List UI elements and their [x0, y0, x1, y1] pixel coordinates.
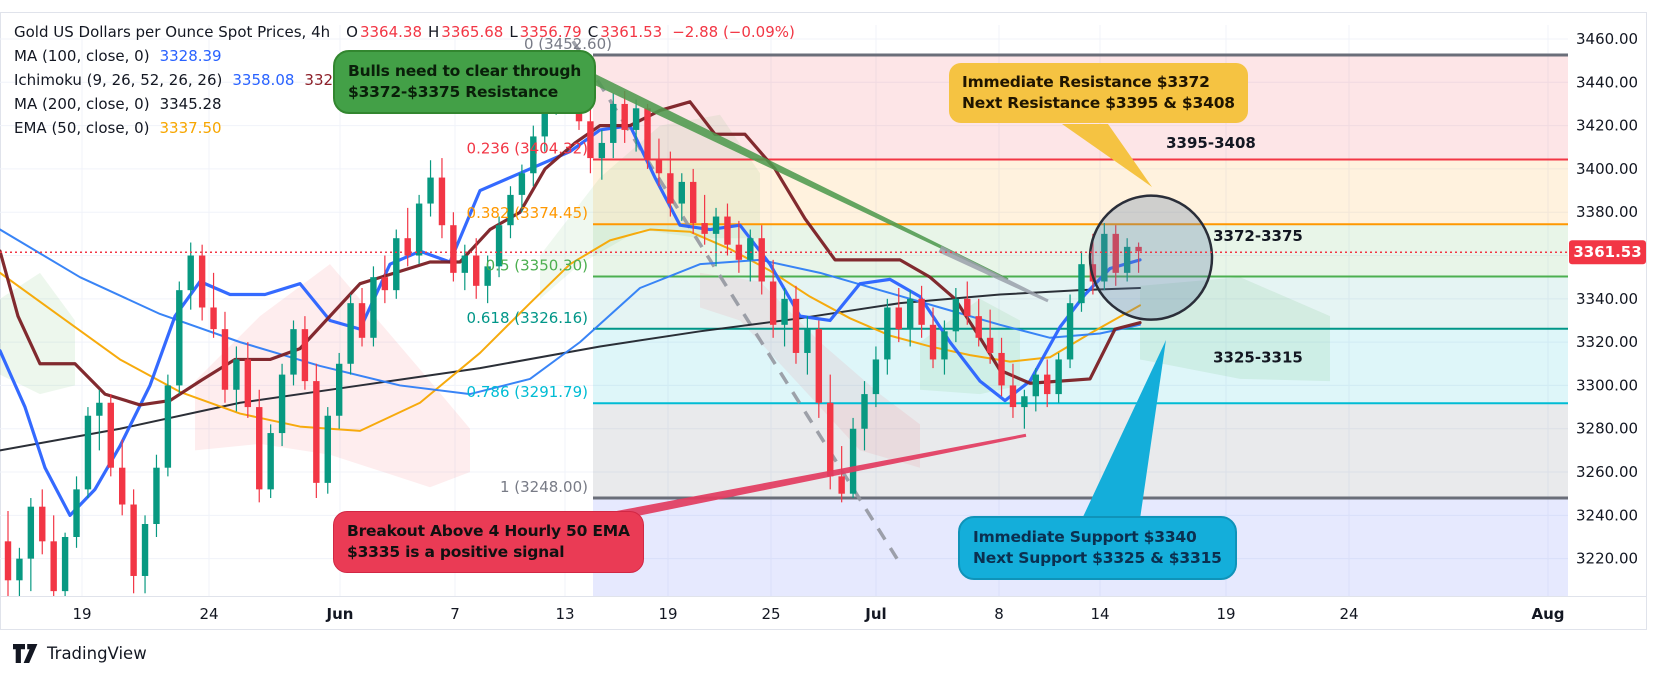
last-price-badge: 3361.53: [1569, 240, 1646, 265]
svg-text:0.786 (3291.79): 0.786 (3291.79): [467, 383, 588, 401]
legend-row-ema50[interactable]: EMA (50, close, 0) 3337.50: [14, 116, 795, 140]
plot-area: 0 (3452.60) 0.236 (3404.32) 0.382 (3374.45…: [0, 35, 1568, 596]
chart-frame: [0, 12, 1647, 630]
ma100-name: MA (100, close, 0): [14, 47, 150, 65]
svg-text:3395-3408: 3395-3408: [1166, 134, 1256, 152]
ichimoku-name: Ichimoku (9, 26, 52, 26, 26): [14, 71, 223, 89]
svg-text:3420.00: 3420.00: [1576, 117, 1638, 135]
svg-text:3460.00: 3460.00: [1576, 30, 1638, 48]
callout-bulls-line2: $3372-$3375 Resistance: [348, 83, 559, 101]
svg-text:3361.53: 3361.53: [1573, 243, 1641, 261]
ema50-value: 3337.50: [159, 119, 222, 137]
open-value: 3364.38: [359, 23, 422, 41]
svg-text:3325-3315: 3325-3315: [1213, 348, 1303, 366]
legend-row-ma200[interactable]: MA (200, close, 0) 3345.28: [14, 92, 795, 116]
svg-text:3300.00: 3300.00: [1576, 376, 1638, 394]
svg-text:13: 13: [555, 605, 574, 623]
callout-support-line1: Immediate Support $3340: [973, 528, 1197, 546]
tradingview-logo[interactable]: TradingView: [12, 643, 147, 664]
svg-text:3320.00: 3320.00: [1576, 333, 1638, 351]
ma200-name: MA (200, close, 0): [14, 95, 150, 113]
svg-text:19: 19: [1216, 605, 1235, 623]
high-label: H: [428, 23, 440, 41]
svg-text:0.236 (3404.32): 0.236 (3404.32): [467, 140, 588, 158]
yellow-tail: [1062, 124, 1152, 187]
ma200-value: 3345.28: [159, 95, 222, 113]
svg-text:3260.00: 3260.00: [1576, 463, 1638, 481]
svg-text:0.382 (3374.45): 0.382 (3374.45): [467, 204, 588, 222]
svg-text:24: 24: [1339, 605, 1358, 623]
price-axis: 3460.00 3440.00 3420.00 3400.00 3380.00 3340.…: [1576, 30, 1638, 568]
indicator-ema-50: [0, 228, 1141, 432]
svg-text:3280.00: 3280.00: [1576, 420, 1638, 438]
svg-text:14: 14: [1090, 605, 1109, 623]
svg-text:0 (3452.60): 0 (3452.60): [524, 35, 612, 53]
callout-bulls-resistance[interactable]: Bulls need to clear through $3372-$3375 …: [333, 50, 597, 114]
ichimoku-value-1: 3358.08: [232, 71, 295, 89]
trendline-green-descending-resistance: [553, 55, 1009, 281]
fib-lines: [593, 53, 1568, 500]
change-value: −2.88 (−0.09%): [672, 23, 795, 41]
open-label: O: [346, 23, 358, 41]
indicator-ichimoku-tenkan: [0, 124, 1142, 517]
legend-symbol-row[interactable]: Gold US Dollars per Ounce Spot Prices, 4…: [14, 20, 795, 44]
legend-row-ma100[interactable]: MA (100, close, 0) 3328.39: [14, 44, 795, 68]
callout-resistance-line2: Next Resistance $3395 & $3408: [962, 94, 1235, 112]
zone-labels: 3395-3408 3372-3375 3325-3315: [1166, 134, 1303, 366]
trendline-gray-short-segment: [938, 245, 1049, 303]
callout-breakout-line2: $3335 is a positive signal: [347, 543, 565, 561]
svg-text:7: 7: [450, 605, 460, 623]
fib-labels: 0 (3452.60) 0.236 (3404.32) 0.382 (3374.45…: [467, 35, 612, 496]
svg-text:3440.00: 3440.00: [1576, 73, 1638, 91]
callout-breakout-line1: Breakout Above 4 Hourly 50 EMA: [347, 522, 630, 540]
callout-support-line2: Next Support $3325 & $3315: [973, 549, 1222, 567]
svg-text:Jul: Jul: [864, 605, 886, 623]
highlight-circle: [1088, 194, 1214, 321]
tradingview-logo-icon: [13, 644, 38, 663]
svg-text:3380.00: 3380.00: [1576, 203, 1638, 221]
blue-tail: [1082, 340, 1166, 519]
svg-text:0.5 (3350.30): 0.5 (3350.30): [486, 257, 588, 275]
svg-text:19: 19: [72, 605, 91, 623]
svg-text:3372-3375: 3372-3375: [1213, 227, 1303, 245]
indicator-ichimoku-kijun: [0, 100, 1142, 407]
callout-immediate-resistance[interactable]: Immediate Resistance $3372 Next Resistan…: [949, 63, 1248, 123]
svg-text:0.618 (3326.16): 0.618 (3326.16): [467, 309, 588, 327]
callout-resistance-line1: Immediate Resistance $3372: [962, 73, 1210, 91]
callout-immediate-support[interactable]: Immediate Support $3340 Next Support $33…: [958, 516, 1237, 580]
svg-text:8: 8: [994, 605, 1004, 623]
svg-text:1 (3248.00): 1 (3248.00): [500, 478, 588, 496]
svg-text:Aug: Aug: [1531, 605, 1564, 623]
svg-text:25: 25: [761, 605, 780, 623]
tradingview-logo-text: TradingView: [47, 644, 147, 663]
svg-text:Jun: Jun: [326, 605, 354, 623]
symbol-title: Gold US Dollars per Ounce Spot Prices, 4…: [14, 23, 331, 41]
callout-breakout-ema[interactable]: Breakout Above 4 Hourly 50 EMA $3335 is …: [333, 511, 644, 573]
svg-text:19: 19: [658, 605, 677, 623]
callout-bulls-line1: Bulls need to clear through: [348, 62, 582, 80]
svg-text:3240.00: 3240.00: [1576, 506, 1638, 524]
svg-text:3400.00: 3400.00: [1576, 160, 1638, 178]
time-axis: 19 24 Jun 7 13 19 25 Jul 8 14 19 24 Aug: [72, 605, 1564, 623]
low-label: L: [509, 23, 518, 41]
svg-text:3340.00: 3340.00: [1576, 290, 1638, 308]
trendline-red-ascending-support: [617, 433, 1027, 520]
high-value: 3365.68: [441, 23, 504, 41]
close-label: C: [587, 23, 599, 41]
ma100-value: 3328.39: [159, 47, 222, 65]
close-value: 3361.53: [600, 23, 663, 41]
svg-text:24: 24: [199, 605, 218, 623]
svg-text:3220.00: 3220.00: [1576, 550, 1638, 568]
ema50-name: EMA (50, close, 0): [14, 119, 150, 137]
low-value: 3356.79: [519, 23, 582, 41]
indicator-ma-100: [0, 228, 1141, 396]
